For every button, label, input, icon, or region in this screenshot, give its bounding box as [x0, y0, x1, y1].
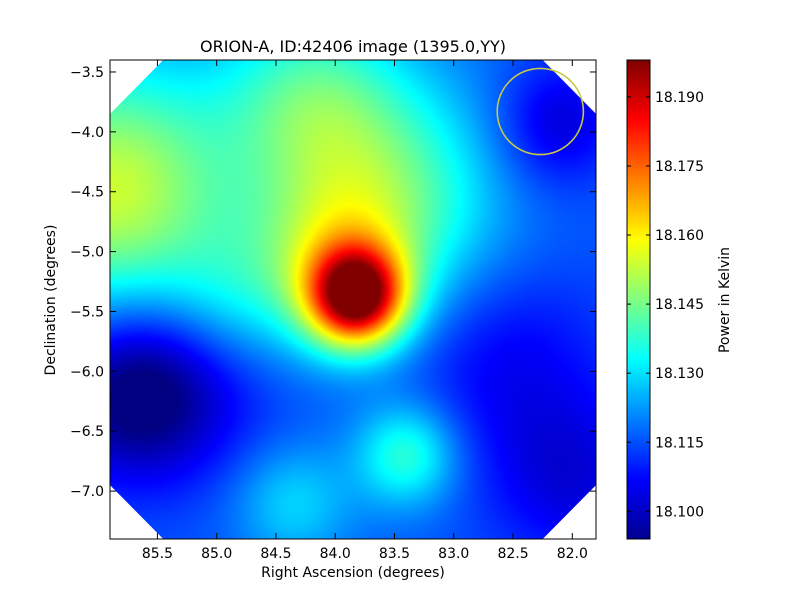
y-tick-label: −6.5	[70, 424, 104, 440]
colorbar-tick-label: 18.130	[655, 366, 704, 382]
colorbar-gradient	[627, 60, 650, 539]
x-tick-label: 85.5	[142, 546, 173, 562]
y-tick-label: −7.0	[70, 484, 104, 500]
colorbar-label: Power in Kelvin	[717, 247, 733, 353]
colorbar-tick-label: 18.115	[655, 435, 704, 451]
colorbar: 18.100 18.115 18.130 18.145 18.160 18.175 18.1…	[626, 59, 733, 540]
plot-area	[109, 59, 597, 540]
plot-frame	[109, 59, 597, 540]
x-tick-label: 85.0	[201, 546, 232, 562]
x-tick-label: 82.0	[557, 546, 588, 562]
colorbar-tick-label: 18.160	[655, 228, 704, 244]
y-axis-label: Declination (degrees)	[43, 225, 59, 376]
y-tick-label: −4.5	[70, 185, 104, 201]
colorbar-tick-label: 18.100	[655, 504, 704, 520]
colorbar-tick-label: 18.190	[655, 90, 704, 106]
colorbar-ticks: 18.100 18.115 18.130 18.145 18.160 18.175 18.1…	[627, 90, 704, 520]
x-axis-ticks: 85.5 85.0 84.5 84.0 83.5 83.0 82.5 82.0	[142, 60, 588, 562]
y-tick-label: −5.0	[70, 245, 104, 261]
colorbar-tick-label: 18.145	[655, 297, 704, 313]
x-axis-label: Right Ascension (degrees)	[261, 565, 445, 581]
y-tick-label: −6.0	[70, 364, 104, 380]
x-tick-label: 83.5	[379, 546, 410, 562]
chart-title: ORION-A, ID:42406 image (1395.0,YY)	[200, 37, 506, 56]
heatmap-image	[110, 60, 596, 539]
y-tick-label: −3.5	[70, 65, 104, 81]
colorbar-frame	[626, 59, 651, 540]
y-axis-ticks: −3.5 −4.0 −4.5 −5.0 −5.5 −6.0 −6.5 −7.0	[70, 65, 596, 500]
y-tick-label: −5.5	[70, 304, 104, 320]
beam-circle	[496, 67, 585, 156]
x-tick-label: 84.5	[260, 546, 291, 562]
colorbar-tick-label: 18.175	[655, 159, 704, 175]
y-tick-label: −4.0	[70, 125, 104, 141]
x-tick-label: 84.0	[320, 546, 351, 562]
x-tick-label: 82.5	[497, 546, 528, 562]
x-tick-label: 83.0	[438, 546, 469, 562]
